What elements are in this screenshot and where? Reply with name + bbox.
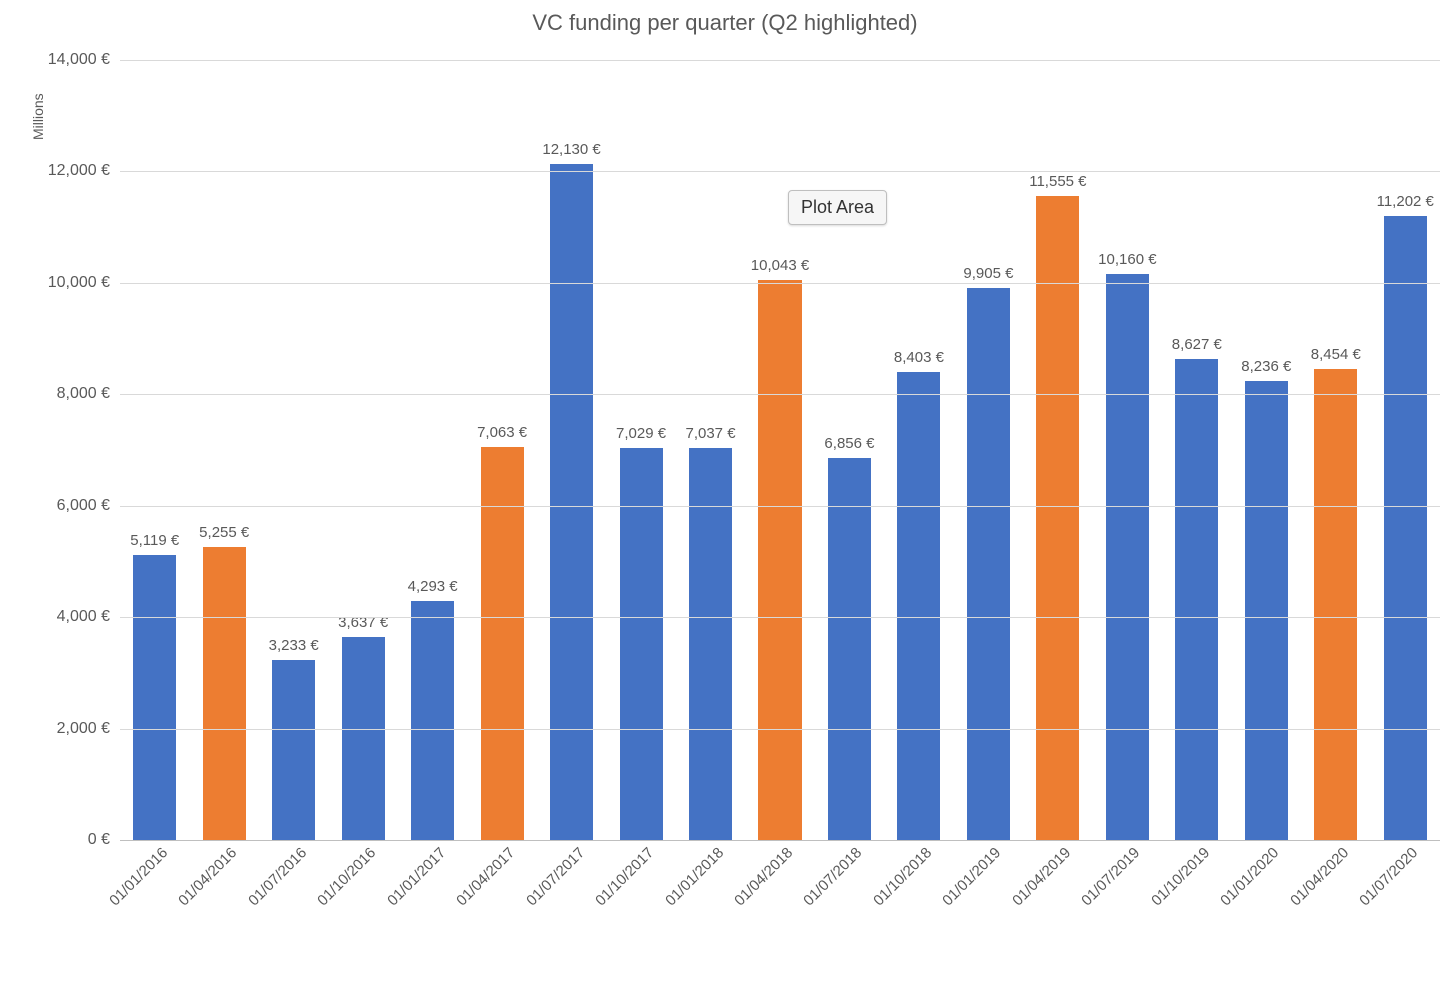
bar-value-label: 7,029 € [616,425,666,442]
bar-value-label: 5,255 € [199,524,249,541]
y-tick-label: 10,000 € [48,274,110,292]
gridline [120,506,1440,507]
x-tick-label: 01/04/2018 [727,840,796,909]
gridline [120,60,1440,61]
bar[interactable]: 8,236 € [1245,381,1288,840]
gridline [120,394,1440,395]
bar-value-label: 9,905 € [963,265,1013,282]
y-tick-label: 2,000 € [57,720,110,738]
bar[interactable]: 3,233 € [272,660,315,840]
bar[interactable]: 12,130 € [550,164,593,840]
bar[interactable]: 8,403 € [897,372,940,840]
x-tick-label: 01/07/2018 [796,840,865,909]
bar[interactable]: 6,856 € [828,458,871,840]
gridline [120,283,1440,284]
bar-value-label: 7,063 € [477,424,527,441]
bar-value-label: 8,236 € [1241,358,1291,375]
bar[interactable]: 10,160 € [1106,274,1149,840]
bar[interactable]: 5,255 € [203,547,246,840]
y-tick-label: 0 € [88,831,110,849]
bar-value-label: 4,293 € [408,578,458,595]
y-tick-label: 8,000 € [57,385,110,403]
plot-area-tooltip: Plot Area [788,190,887,225]
bar-value-label: 7,037 € [685,425,735,442]
x-tick-label: 01/04/2016 [171,840,240,909]
y-tick-label: 12,000 € [48,162,110,180]
plot-area[interactable]: 5,119 € 5,255 € 3,233 € 3,637 € 4,293 € 7,063… [120,60,1440,840]
x-tick-label: 01/01/2017 [380,840,449,909]
chart-container: VC funding per quarter (Q2 highlighted) … [0,0,1450,1002]
bar[interactable]: 8,454 € [1314,369,1357,840]
x-tick-label: 01/07/2020 [1352,840,1421,909]
gridline [120,171,1440,172]
y-axis-secondary-label: Millions [30,93,46,140]
gridline [120,617,1440,618]
bar-value-label: 10,043 € [751,257,809,274]
x-tick-label: 01/10/2017 [588,840,657,909]
bar[interactable]: 5,119 € [133,555,176,840]
bar-value-label: 8,403 € [894,349,944,366]
bar[interactable]: 3,637 € [342,637,385,840]
bar[interactable]: 7,029 € [620,448,663,840]
x-tick-label: 01/07/2017 [518,840,587,909]
x-tick-label: 01/01/2016 [102,840,171,909]
bar[interactable]: 9,905 € [967,288,1010,840]
x-tick-label: 01/07/2016 [241,840,310,909]
x-tick-label: 01/04/2020 [1283,840,1352,909]
bar-value-label: 8,454 € [1311,346,1361,363]
x-tick-label: 01/04/2019 [1005,840,1074,909]
x-tick-label: 01/01/2018 [657,840,726,909]
chart-title: VC funding per quarter (Q2 highlighted) [0,10,1450,36]
x-tick-label: 01/01/2020 [1213,840,1282,909]
gridline [120,729,1440,730]
x-tick-label: 01/10/2019 [1144,840,1213,909]
bar-value-label: 6,856 € [824,435,874,452]
y-tick-label: 14,000 € [48,51,110,69]
y-tick-label: 6,000 € [57,497,110,515]
bar[interactable]: 7,037 € [689,448,732,840]
x-tick-label: 01/04/2017 [449,840,518,909]
bar[interactable]: 10,043 € [758,280,801,840]
bar[interactable]: 8,627 € [1175,359,1218,840]
x-tick-label: 01/07/2019 [1074,840,1143,909]
bar[interactable]: 11,555 € [1036,196,1079,840]
bar-value-label: 11,202 € [1377,193,1434,210]
bar-value-label: 11,555 € [1029,173,1086,190]
x-tick-label: 01/01/2019 [935,840,1004,909]
bar[interactable]: 11,202 € [1384,216,1427,840]
bar-value-label: 10,160 € [1098,251,1156,268]
y-tick-label: 4,000 € [57,608,110,626]
bar-value-label: 8,627 € [1172,336,1222,353]
bar[interactable]: 4,293 € [411,601,454,840]
bar-value-label: 12,130 € [542,141,600,158]
x-tick-label: 01/10/2016 [310,840,379,909]
bar-value-label: 3,233 € [269,637,319,654]
x-tick-label: 01/10/2018 [866,840,935,909]
bar-value-label: 5,119 € [130,532,179,549]
